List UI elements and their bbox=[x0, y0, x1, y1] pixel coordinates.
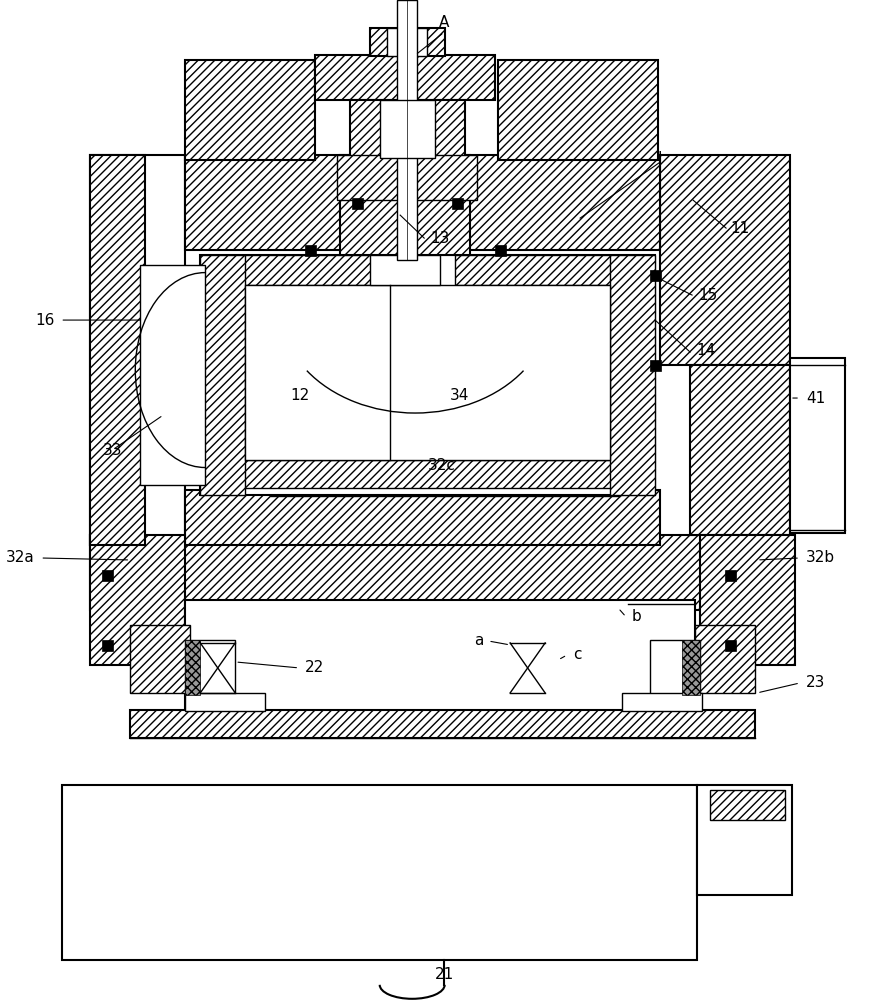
Text: 23: 23 bbox=[806, 675, 826, 690]
Bar bbox=[622, 693, 702, 711]
Bar bbox=[131, 710, 755, 738]
Text: 33: 33 bbox=[102, 443, 122, 458]
Text: 13: 13 bbox=[430, 231, 449, 246]
Bar bbox=[245, 285, 610, 460]
Bar bbox=[456, 255, 625, 285]
Bar bbox=[790, 358, 845, 533]
Bar bbox=[710, 790, 785, 820]
Text: b: b bbox=[632, 609, 642, 624]
Bar bbox=[370, 255, 440, 285]
Text: 41: 41 bbox=[806, 391, 825, 406]
Bar bbox=[305, 245, 316, 256]
Bar bbox=[186, 600, 695, 715]
Bar bbox=[697, 785, 792, 895]
Bar bbox=[186, 60, 315, 160]
Bar bbox=[690, 365, 790, 535]
Bar bbox=[91, 155, 146, 545]
Bar bbox=[102, 640, 114, 651]
Bar bbox=[496, 245, 506, 256]
Bar bbox=[186, 640, 201, 695]
Text: a: a bbox=[474, 633, 483, 648]
Bar bbox=[353, 198, 363, 209]
Text: 34: 34 bbox=[450, 388, 470, 403]
Bar bbox=[315, 55, 496, 100]
Text: 32c: 32c bbox=[428, 458, 456, 473]
Bar bbox=[186, 490, 660, 545]
Text: 21: 21 bbox=[434, 967, 454, 982]
Bar bbox=[725, 570, 736, 581]
Bar bbox=[452, 198, 464, 209]
Bar bbox=[695, 625, 755, 693]
Bar bbox=[387, 28, 427, 56]
Bar bbox=[131, 625, 190, 693]
Bar bbox=[350, 100, 465, 158]
Text: 32b: 32b bbox=[806, 550, 835, 565]
Bar bbox=[186, 155, 660, 250]
Bar bbox=[241, 460, 615, 488]
Bar bbox=[370, 28, 445, 56]
Bar bbox=[201, 255, 245, 495]
Text: 11: 11 bbox=[730, 221, 749, 236]
Bar bbox=[201, 255, 655, 495]
Text: I: I bbox=[658, 151, 662, 166]
Bar bbox=[340, 155, 470, 255]
Text: 14: 14 bbox=[696, 343, 716, 358]
Bar bbox=[140, 265, 205, 485]
Bar bbox=[380, 100, 435, 158]
Bar bbox=[610, 255, 655, 495]
Bar bbox=[241, 255, 425, 285]
Bar bbox=[498, 60, 658, 160]
Text: 12: 12 bbox=[290, 388, 310, 403]
Bar bbox=[725, 640, 736, 651]
Bar bbox=[62, 785, 697, 960]
Bar bbox=[102, 570, 114, 581]
Bar bbox=[337, 155, 477, 200]
Bar bbox=[650, 640, 700, 695]
Text: 16: 16 bbox=[35, 313, 54, 328]
Text: 22: 22 bbox=[305, 660, 324, 675]
Bar bbox=[682, 640, 700, 695]
Bar bbox=[700, 535, 795, 665]
Text: 15: 15 bbox=[698, 288, 718, 303]
Bar bbox=[91, 535, 186, 665]
Bar bbox=[91, 535, 790, 610]
Bar bbox=[91, 155, 186, 545]
Bar bbox=[650, 270, 661, 281]
Bar bbox=[397, 0, 417, 260]
Bar bbox=[186, 693, 266, 711]
Text: c: c bbox=[573, 647, 582, 662]
Bar bbox=[186, 640, 235, 695]
Bar bbox=[650, 360, 661, 371]
Text: 32a: 32a bbox=[5, 550, 35, 565]
Bar bbox=[270, 458, 620, 496]
Bar bbox=[660, 155, 790, 365]
Text: A: A bbox=[439, 15, 449, 30]
